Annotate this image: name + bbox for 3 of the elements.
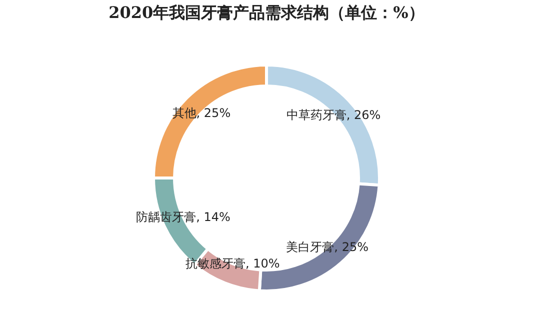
- slice-label: 中草药牙膏, 26%: [286, 108, 381, 122]
- slice-label: 抗敏感牙膏, 10%: [185, 256, 280, 271]
- chart-title: 2020年我国牙膏产品需求结构（单位：%）: [108, 3, 424, 22]
